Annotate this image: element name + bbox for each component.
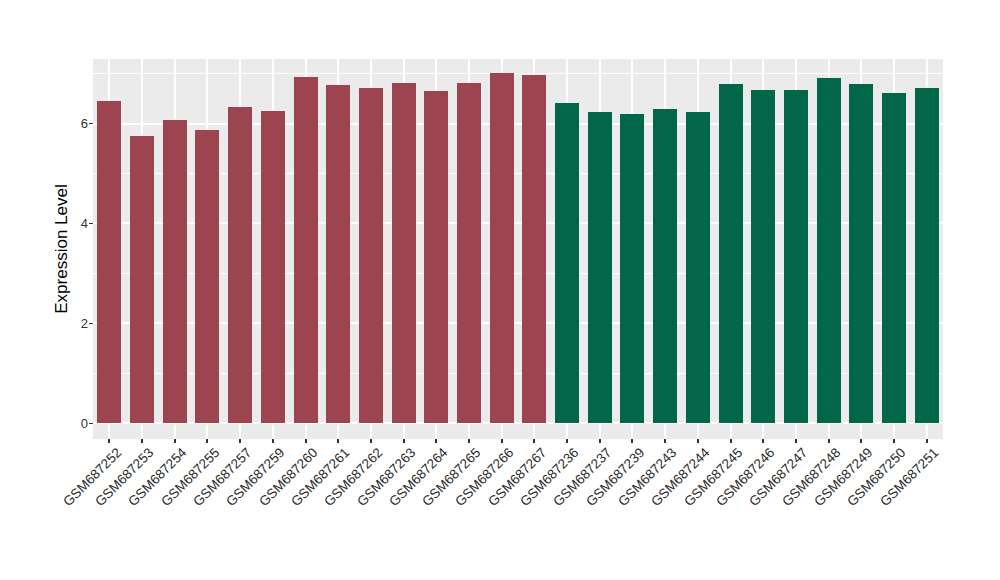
x-tick-mark (893, 439, 895, 443)
x-tick-mark (697, 439, 699, 443)
x-tick-mark (468, 439, 470, 443)
x-tick-mark (272, 439, 274, 443)
x-tick-mark (795, 439, 797, 443)
bar-GSM687266 (490, 73, 514, 423)
x-tick-mark (730, 439, 732, 443)
bar-chart-figure: Expression Level 0246 GSM687252GSM687253… (0, 0, 1000, 580)
bar-GSM687249 (849, 84, 873, 423)
bar-GSM687264 (424, 91, 448, 423)
gridline-minor (93, 373, 943, 374)
y-axis-title: Expression Level (52, 184, 72, 313)
x-tick-mark (828, 439, 830, 443)
bar-GSM687257 (228, 107, 252, 423)
gridline-major (93, 322, 943, 324)
bar-GSM687253 (130, 136, 154, 423)
gridline-minor (93, 73, 943, 74)
plot-panel (93, 59, 943, 439)
x-tick-mark (337, 439, 339, 443)
bar-GSM687263 (392, 83, 416, 423)
gridline-major (93, 123, 943, 125)
x-tick-mark (566, 439, 568, 443)
gridline-major (93, 222, 943, 224)
bar-GSM687250 (882, 93, 906, 423)
bar-GSM687262 (359, 88, 383, 423)
x-tick-mark (403, 439, 405, 443)
bar-GSM687254 (163, 120, 187, 423)
bar-GSM687252 (97, 101, 121, 423)
bar-GSM687261 (326, 85, 350, 423)
bar-GSM687237 (588, 112, 612, 423)
x-tick-mark (174, 439, 176, 443)
y-tick-label: 2 (60, 316, 88, 331)
x-tick-mark (435, 439, 437, 443)
x-tick-mark (239, 439, 241, 443)
x-tick-mark (370, 439, 372, 443)
y-tick-mark (89, 223, 93, 224)
bar-GSM687244 (686, 112, 710, 423)
x-tick-mark (762, 439, 764, 443)
x-tick-mark (926, 439, 928, 443)
y-tick-mark (89, 323, 93, 324)
bar-GSM687251 (915, 88, 939, 423)
gridline-minor (93, 173, 943, 174)
x-tick-mark (599, 439, 601, 443)
bar-GSM687255 (195, 130, 219, 423)
x-tick-mark (108, 439, 110, 443)
bar-GSM687245 (719, 84, 743, 423)
x-tick-mark (305, 439, 307, 443)
x-tick-mark (141, 439, 143, 443)
x-tick-mark (501, 439, 503, 443)
bar-GSM687246 (751, 90, 775, 423)
bar-GSM687260 (294, 77, 318, 423)
y-tick-mark (89, 123, 93, 124)
x-tick-mark (860, 439, 862, 443)
y-tick-label: 0 (60, 416, 88, 431)
gridline-major (93, 422, 943, 424)
x-tick-mark (664, 439, 666, 443)
bar-GSM687259 (261, 111, 285, 423)
y-tick-label: 4 (60, 216, 88, 231)
bar-GSM687267 (522, 75, 546, 423)
bar-GSM687236 (555, 103, 579, 423)
x-tick-mark (533, 439, 535, 443)
y-tick-mark (89, 423, 93, 424)
y-tick-label: 6 (60, 116, 88, 131)
x-tick-mark (631, 439, 633, 443)
bar-GSM687265 (457, 83, 481, 423)
bar-GSM687239 (620, 114, 644, 423)
bar-GSM687247 (784, 90, 808, 423)
bar-GSM687243 (653, 109, 677, 423)
gridline-minor (93, 273, 943, 274)
x-tick-mark (206, 439, 208, 443)
bar-GSM687248 (817, 78, 841, 423)
